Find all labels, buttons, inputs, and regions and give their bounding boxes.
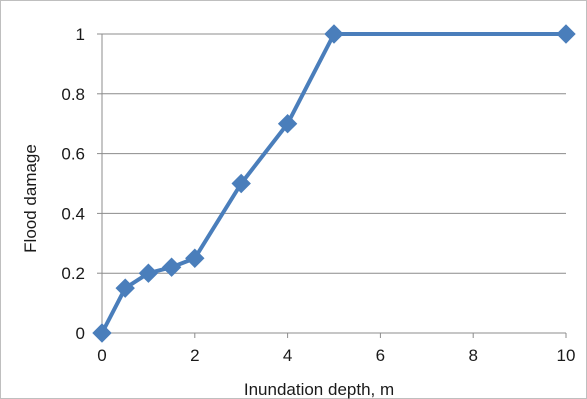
data-point-marker — [185, 248, 205, 268]
y-tick-label: 0.2 — [61, 264, 85, 283]
data-point-marker — [324, 24, 344, 44]
x-tick-label: 0 — [97, 346, 106, 365]
axes — [97, 33, 567, 338]
data-point-marker — [556, 24, 576, 44]
y-tick-label: 0.6 — [61, 145, 85, 164]
data-point-marker — [92, 323, 112, 343]
data-point-marker — [161, 257, 182, 277]
y-tick-label: 0.4 — [61, 204, 85, 223]
y-axis-title: Flood damage — [21, 144, 40, 253]
y-tick-label: 0 — [76, 324, 85, 343]
x-tick-label: 10 — [557, 346, 576, 365]
gridlines — [102, 33, 566, 274]
x-tick-label: 4 — [283, 346, 292, 365]
tick-labels: 00.20.40.60.810 2 4 6 8 10 — [61, 25, 575, 365]
y-tick-label: 1 — [76, 25, 85, 44]
data-point-marker — [277, 113, 298, 134]
y-tick-label: 0.8 — [61, 85, 85, 104]
x-axis-title: Inundation depth, m — [244, 380, 394, 399]
x-tick-label: 8 — [468, 346, 477, 365]
x-tick-label: 6 — [376, 346, 385, 365]
data-point-marker — [115, 278, 135, 298]
x-tick-label: 2 — [190, 346, 199, 365]
series-line — [100, 32, 568, 335]
data-point-marker — [231, 173, 251, 194]
series — [92, 24, 576, 343]
data-point-marker — [138, 263, 159, 283]
